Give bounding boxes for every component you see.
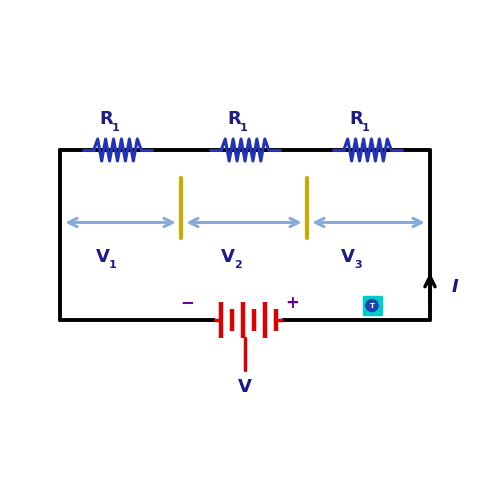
Text: T: T [370,302,374,308]
Text: V: V [238,378,252,396]
Text: +: + [286,294,300,312]
Bar [362,296,382,315]
Text: 1: 1 [362,123,370,133]
Text: R: R [350,110,364,128]
Text: V: V [220,248,234,266]
Text: −: − [180,294,194,312]
Text: 3: 3 [354,260,362,270]
Text: 1: 1 [112,123,120,133]
Text: R: R [100,110,114,128]
Text: I: I [452,278,458,296]
Circle shape [366,300,378,312]
Text: 2: 2 [234,260,242,270]
Text: 1: 1 [240,123,248,133]
Text: V: V [340,248,354,266]
Text: V: V [96,248,110,266]
Text: R: R [227,110,241,128]
Text: 1: 1 [109,260,117,270]
